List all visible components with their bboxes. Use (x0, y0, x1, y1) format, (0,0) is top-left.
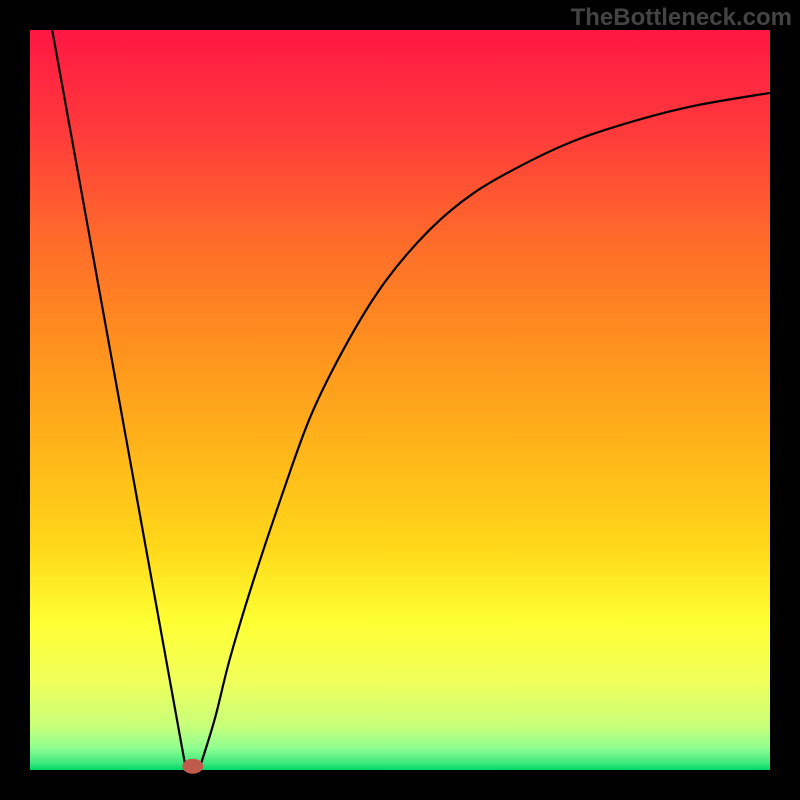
gradient-plot-area (30, 30, 770, 770)
chart-container: { "meta": { "watermark_text": "TheBottle… (0, 0, 800, 800)
bottleneck-chart (0, 0, 800, 800)
optimal-point-marker (183, 759, 203, 773)
watermark-text: TheBottleneck.com (571, 4, 792, 32)
